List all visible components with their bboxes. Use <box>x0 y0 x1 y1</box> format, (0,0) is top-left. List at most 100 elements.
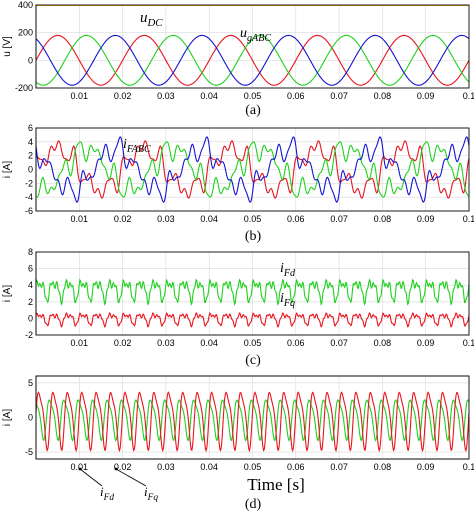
annotation-sub: Fq <box>283 298 295 309</box>
annotation-sub: DC <box>147 17 164 29</box>
y-tick-label: 2 <box>28 151 33 161</box>
annotation-sub: FABC <box>126 144 151 155</box>
x-tick-label: 0.08 <box>374 338 392 348</box>
x-tick-label: 0.1 <box>463 338 474 348</box>
x-tick-label: 0.08 <box>374 91 392 101</box>
x-tick-label: 0.07 <box>330 214 348 224</box>
plot-border <box>35 127 470 212</box>
plot-border <box>35 4 470 89</box>
series-u_gA <box>36 34 469 86</box>
x-tick-label: 0.02 <box>114 338 132 348</box>
y-tick-label: 0 <box>28 165 33 175</box>
series-i_Fq <box>36 391 469 453</box>
x-tick-label: 0.04 <box>200 338 218 348</box>
panel-caption: (a) <box>245 103 261 118</box>
x-tick-label: 0.01 <box>71 214 89 224</box>
x-tick-label: 0.05 <box>244 338 262 348</box>
panel-caption: (b) <box>245 229 262 244</box>
series-i_Fd <box>36 278 469 306</box>
y-tick-label: 4 <box>28 280 33 290</box>
series-u_gC <box>36 34 469 86</box>
annotation-sub: gABC <box>247 33 271 44</box>
panel-caption: (c) <box>245 353 261 368</box>
x-tick-label: 0.04 <box>200 214 218 224</box>
x-tick-label: 0.02 <box>114 462 132 472</box>
x-tick-label: 0.05 <box>244 214 262 224</box>
series-i_FC <box>36 136 469 203</box>
series-i_Fq <box>36 312 469 328</box>
x-tick-label: 0.09 <box>417 91 435 101</box>
y-tick-label: 400 <box>18 0 33 10</box>
x-tick-label: 0.09 <box>417 214 435 224</box>
x-tick-label: 0.04 <box>200 462 218 472</box>
x-tick-label: 0.07 <box>330 338 348 348</box>
y-tick-label: 6 <box>28 123 33 133</box>
x-tick-label: 0.05 <box>244 91 262 101</box>
x-tick-label: 0.02 <box>114 214 132 224</box>
annotation-arrowhead <box>114 467 118 471</box>
x-tick-label: 0.07 <box>330 462 348 472</box>
x-tick-label: 0.01 <box>71 91 89 101</box>
y-tick-label: 2 <box>28 297 33 307</box>
annotation-main: i <box>280 291 284 306</box>
y-axis-label: i [A] <box>2 161 13 178</box>
x-tick-label: 0.01 <box>71 462 89 472</box>
annotation-arrow <box>115 468 147 487</box>
x-tick-label: 0.07 <box>330 91 348 101</box>
y-tick-label: 4 <box>28 137 33 147</box>
annotation-sub: Fq <box>147 493 159 503</box>
x-tick-label: 0.06 <box>287 91 305 101</box>
x-tick-label: 0.05 <box>244 462 262 472</box>
x-tick-label: 0.06 <box>287 462 305 472</box>
series-annotation: iFABC <box>123 137 151 155</box>
y-tick-label: 8 <box>28 247 33 257</box>
x-tick-label: 0.1 <box>463 462 474 472</box>
x-tick-label: 0.06 <box>287 338 305 348</box>
series-i_FB <box>36 141 469 198</box>
x-tick-label: 0.1 <box>463 214 474 224</box>
y-axis-label: i [A] <box>2 285 13 302</box>
y-axis-label: u [V] <box>2 36 13 57</box>
series-u_gB <box>36 34 469 86</box>
x-tick-label: 0.03 <box>157 91 175 101</box>
panel-c: 0.01 0.02 0.03 0.04 0.05 0.06 0.07 0.08 0.09 0.1 8… <box>2 247 474 368</box>
series-i_Fd <box>36 399 469 442</box>
x-tick-label: 0.01 <box>71 338 89 348</box>
y-tick-label: 200 <box>18 28 33 38</box>
series-annotation: iFq <box>280 291 295 309</box>
y-tick-label: 5 <box>28 378 33 388</box>
x-tick-label: 0.03 <box>157 214 175 224</box>
x-tick-label: 0.02 <box>114 91 132 101</box>
x-tick-label: 0.06 <box>287 214 305 224</box>
y-tick-label: -6 <box>25 206 33 216</box>
y-tick-label: 0 <box>28 55 33 65</box>
annotation-arrow <box>79 468 103 487</box>
y-tick-label: -5 <box>25 447 33 457</box>
series-annotation: iFq <box>144 484 158 503</box>
annotation-main: u <box>240 26 247 41</box>
y-tick-label: 0 <box>28 313 33 323</box>
series-annotation: uDC <box>140 10 163 29</box>
x-tick-label: 0.08 <box>374 462 392 472</box>
panel-d: 0.01 0.02 0.03 0.04 0.05 0.06 0.07 0.08 0.09 0.1 5… <box>2 375 474 512</box>
series-annotation: ugABC <box>240 26 271 44</box>
x-axis-title: Time [s] <box>247 475 304 494</box>
annotation-sub: Fd <box>283 268 296 279</box>
annotation-main: u <box>140 10 148 26</box>
panel-a: 0.01 0.02 0.03 0.04 0.05 0.06 0.07 0.08 0.09 0.1 4… <box>2 0 474 118</box>
y-tick-label: -4 <box>25 192 33 202</box>
series-annotation: iFd <box>100 484 114 503</box>
x-tick-label: 0.08 <box>374 214 392 224</box>
annotation-main: i <box>123 137 127 152</box>
series-annotation: iFd <box>280 261 296 279</box>
y-tick-label: -200 <box>15 83 33 93</box>
y-axis-label: i [A] <box>2 409 13 426</box>
y-tick-label: 0 <box>28 413 33 423</box>
y-tick-label: -2 <box>25 178 33 188</box>
plot-border <box>35 251 470 336</box>
annotation-sub: Fd <box>103 493 115 503</box>
x-tick-label: 0.03 <box>157 462 175 472</box>
annotation-main: i <box>144 484 148 499</box>
panel-caption: (d) <box>245 497 262 512</box>
